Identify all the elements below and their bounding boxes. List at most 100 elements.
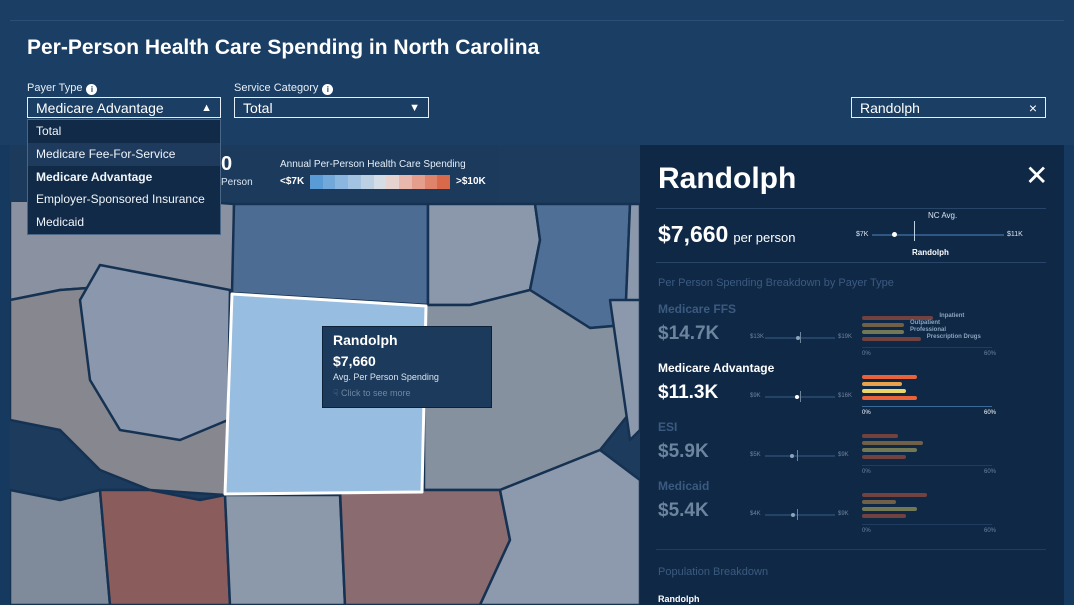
payer-value-dot: [794, 395, 799, 399]
payer-range-max: $9K: [838, 452, 849, 458]
legend-swatch-7: [399, 175, 412, 189]
bar-axis-max: 60%: [984, 469, 997, 475]
payer-row[interactable]: Medicare FFS $14.7K $13K $19K Inpatient Outpa…: [640, 301, 1064, 359]
panel-divider: [656, 549, 1046, 550]
chevron-down-icon: ▼: [409, 102, 420, 114]
tooltip-subtitle: Avg. Per Person Spending: [333, 372, 439, 382]
service-category-select[interactable]: Total ▼: [234, 97, 429, 118]
legend-swatch-5: [373, 175, 387, 189]
payer-value: $11.3K: [658, 382, 719, 403]
county-count-partial: 0: [221, 153, 233, 175]
bar-axis-max: 60%: [984, 351, 997, 357]
payer-range-min: $5K: [750, 452, 761, 458]
legend-swatch-3: [348, 175, 361, 189]
legend-swatch-4: [360, 175, 374, 189]
payer-value-dot: [789, 454, 794, 458]
menu-option-medicare-advantage[interactable]: Medicare Advantage: [36, 169, 153, 184]
payer-row[interactable]: ESI $5.9K $5K $9K 0% 60%: [640, 419, 1064, 477]
spending-bar-inpatient: [862, 493, 928, 497]
breakdown-title: Per Person Spending Breakdown by Payer T…: [658, 277, 894, 289]
payer-average-marker: [800, 391, 801, 402]
county-far-east[interactable]: [623, 202, 640, 332]
panel-divider: [656, 208, 1046, 209]
bar-legend-label: Professional: [910, 327, 947, 333]
spending-bar-prescription-drugs: [862, 455, 907, 459]
county-search-input[interactable]: Randolph ×: [851, 97, 1046, 118]
payer-row[interactable]: Medicare Advantage $11.3K $9K $16K 0% 60%: [640, 360, 1064, 418]
payer-value: $5.4K: [658, 500, 709, 521]
county-north-mid[interactable]: [230, 202, 430, 307]
spending-bar-outpatient: [862, 323, 904, 327]
payer-range-min: $4K: [750, 511, 761, 517]
payer-average-marker: [796, 450, 798, 461]
county-south-center[interactable]: [223, 493, 347, 605]
payer-average-marker: [800, 332, 801, 343]
spending-bar-prescription-drugs: [862, 514, 907, 518]
payer-type-select[interactable]: Medicare Advantage ▲: [27, 97, 221, 118]
legend-swatch-9: [424, 175, 438, 189]
payer-value-dot: [791, 513, 795, 517]
clear-search-icon[interactable]: ×: [1028, 100, 1037, 116]
legend-swatch-2: [335, 175, 349, 189]
bar-axis-max: 60%: [984, 528, 997, 534]
bar-axis-line: [862, 465, 992, 466]
chevron-up-icon: ▲: [201, 102, 212, 114]
payer-name: Medicare FFS: [658, 302, 737, 316]
bar-axis-min: 0%: [862, 410, 871, 416]
county-north-east[interactable]: [426, 202, 542, 307]
county-south-red[interactable]: [98, 488, 232, 605]
county-southeast[interactable]: [478, 448, 640, 605]
county-southwest[interactable]: [10, 488, 112, 605]
header-divider: [10, 20, 1064, 21]
payer-type-label: Payer Type i: [27, 82, 98, 95]
menu-option-medicare-ffs[interactable]: Medicare Fee-For-Service: [28, 142, 220, 166]
spending-bar-inpatient: [862, 375, 917, 379]
bar-axis-min: 0%: [862, 469, 871, 475]
bar-axis-line: [862, 524, 992, 525]
info-icon[interactable]: i: [86, 84, 98, 95]
spending-bar-prescription-drugs: [862, 337, 921, 341]
county-value-dot: [892, 232, 898, 237]
tooltip-hint: ☟ Click to see more: [333, 388, 411, 398]
legend-swatch-8: [411, 175, 425, 189]
spending-bar-outpatient: [862, 382, 902, 386]
nc-avg-label: NC Avg.: [928, 211, 958, 220]
menu-option-medicaid[interactable]: Medicaid: [36, 215, 85, 230]
legend-high-label: >$10K: [456, 176, 486, 187]
bar-axis-max: 60%: [984, 410, 997, 416]
bar-axis-line: [862, 406, 992, 407]
spending-bar-prescription-drugs: [862, 396, 917, 400]
legend-swatch-6: [386, 175, 400, 189]
county-tooltip: Randolph $7,660 Avg. Per Person Spending…: [322, 326, 492, 408]
payer-type-menu[interactable]: Total Medicare Fee-For-Service Medicare …: [27, 119, 221, 235]
bar-axis-min: 0%: [862, 528, 871, 534]
payer-name: Medicaid: [658, 479, 710, 493]
payer-value-dot: [795, 336, 800, 340]
page-title: Per-Person Health Care Spending in North…: [27, 36, 540, 59]
bar-axis-min: 0%: [862, 351, 871, 357]
payer-name: ESI: [658, 420, 678, 434]
county-east-right[interactable]: [608, 298, 640, 442]
payer-range-track: [765, 455, 835, 457]
legend-low-label: <$7K: [280, 176, 305, 187]
menu-option-esi[interactable]: Employer-Sponsored Insurance: [36, 192, 205, 207]
info-icon[interactable]: i: [322, 84, 334, 95]
payer-range-max: $16K: [838, 393, 853, 399]
payer-range-max: $19K: [838, 334, 853, 340]
payer-row[interactable]: Medicaid $5.4K $4K $9K 0% 60%: [640, 478, 1064, 536]
population-title: Population Breakdown: [658, 566, 769, 578]
overall-range-track: [872, 234, 1004, 236]
close-icon[interactable]: ✕: [1025, 160, 1049, 191]
payer-range-max: $9K: [838, 511, 849, 517]
marker-county-label: Randolph: [912, 248, 949, 257]
county-south-red-east[interactable]: [338, 488, 512, 605]
hand-pointer-icon: ☟: [333, 388, 341, 398]
legend-color-scale: [310, 175, 451, 189]
menu-option-total[interactable]: Total: [36, 124, 62, 138]
spending-bar-professional: [862, 448, 917, 452]
scale-min-label: $7K: [856, 231, 869, 238]
spending-bar-professional: [862, 389, 907, 393]
county-west-inner[interactable]: [78, 263, 232, 442]
spending-bar-professional: [862, 330, 904, 334]
payer-name: Medicare Advantage: [658, 361, 775, 375]
